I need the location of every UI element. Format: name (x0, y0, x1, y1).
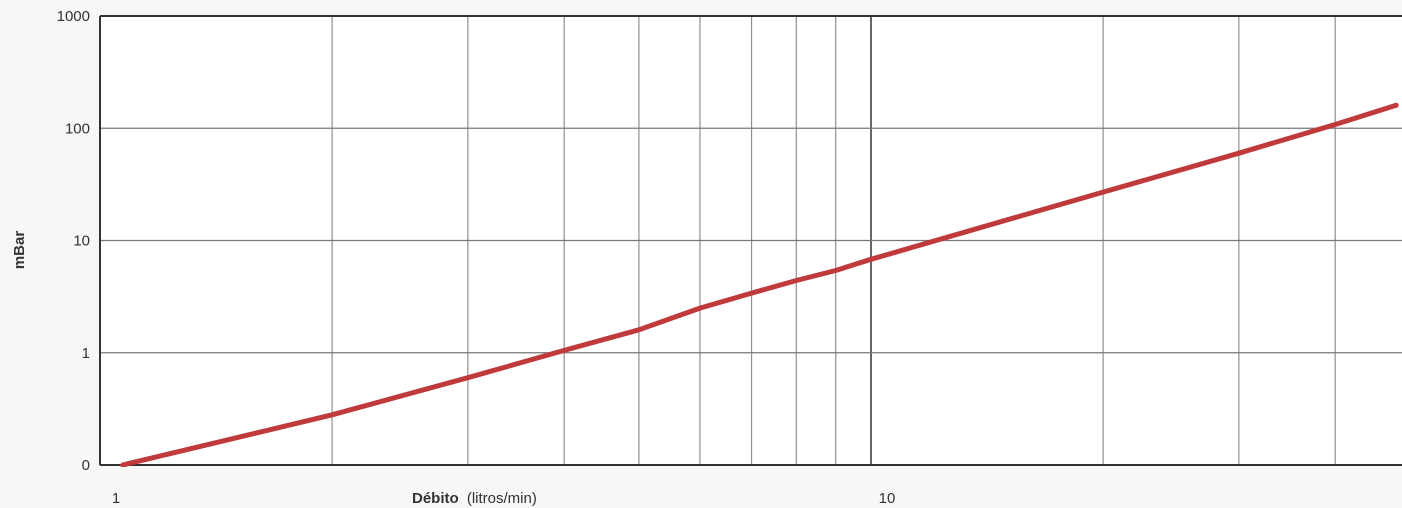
x-axis-label-unit: (litros/min) (467, 490, 537, 507)
grid-lines (100, 16, 1402, 465)
y-tick-label: 0 (82, 457, 90, 474)
y-tick-label: 10 (73, 233, 90, 250)
series-line (120, 102, 1399, 467)
y-tick-label: 100 (65, 120, 90, 137)
y-tick-label: 1000 (57, 8, 90, 25)
x-tick-labels: 1 10 (112, 490, 896, 507)
x-axis-label-bold: Débito (412, 490, 459, 507)
x-tick-label: 1 (112, 490, 120, 507)
x-axis-label: Débito (litros/min) (412, 490, 537, 507)
x-tick-label: 10 (879, 490, 896, 507)
axes (99, 15, 1402, 466)
series-group (120, 102, 1399, 467)
y-axis-label: mBar (11, 231, 28, 270)
y-tick-label: 1 (82, 345, 90, 362)
